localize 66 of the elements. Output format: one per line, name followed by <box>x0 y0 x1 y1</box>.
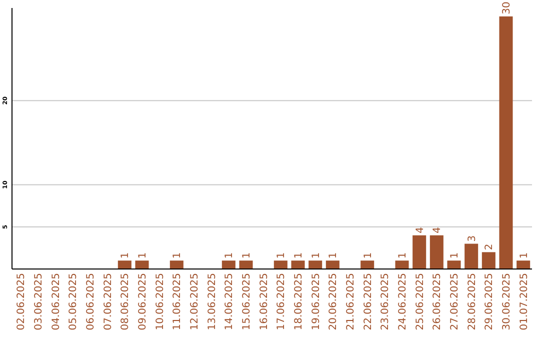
data-label: 1 <box>328 252 340 259</box>
data-label: 1 <box>224 252 236 259</box>
x-tick-label: 23.06.2025 <box>380 273 392 330</box>
bar <box>222 260 236 269</box>
x-tick-label: 29.06.2025 <box>484 273 496 330</box>
bar <box>308 260 322 269</box>
x-tick-label: 14.06.2025 <box>224 273 236 330</box>
data-label: 1 <box>362 252 374 259</box>
bar <box>239 260 253 269</box>
data-label: 1 <box>398 252 408 259</box>
bar <box>274 260 288 269</box>
data-label: 3 <box>466 235 478 242</box>
x-tick-label: 11.06.2025 <box>172 273 184 330</box>
x-tick-label: 05.06.2025 <box>68 273 80 330</box>
data-label: 1 <box>310 252 322 259</box>
x-tick-label: 02.06.2025 <box>16 273 28 330</box>
x-tick-label: 25.06.2025 <box>414 273 426 330</box>
x-tick-label: 07.06.2025 <box>102 273 114 330</box>
x-tick-label: 22.06.2025 <box>362 273 374 330</box>
x-tick-label: 28.06.2025 <box>466 273 478 330</box>
x-tick-label: 06.06.2025 <box>86 273 96 330</box>
x-tick-label: 16.06.2025 <box>258 273 270 330</box>
x-tick-label: 08.06.2025 <box>120 273 132 330</box>
bar <box>516 260 530 269</box>
data-label: 30 <box>502 2 512 14</box>
bar <box>135 260 149 269</box>
bar <box>118 260 132 269</box>
bar <box>499 16 513 269</box>
x-tick-label: 24.06.2025 <box>398 273 408 330</box>
bar <box>395 260 409 269</box>
x-tick-label: 03.06.2025 <box>34 273 44 330</box>
x-tick-label: 12.06.2025 <box>190 273 200 330</box>
x-tick-label: 18.06.2025 <box>294 273 304 330</box>
x-tick-label: 20.06.2025 <box>328 273 340 330</box>
x-tick-label: 10.06.2025 <box>154 273 166 330</box>
x-tick-label: 17.06.2025 <box>276 273 288 330</box>
bar <box>170 260 184 269</box>
x-tick-label: 27.06.2025 <box>450 273 460 330</box>
bar <box>360 260 374 269</box>
data-label: 4 <box>432 226 444 234</box>
x-tick-label: 15.06.2025 <box>242 273 252 330</box>
bar <box>430 235 444 269</box>
x-tick-label: 26.06.2025 <box>432 273 444 330</box>
x-tick-label: 04.06.2025 <box>50 273 62 330</box>
bar <box>291 260 305 269</box>
x-tick-label: 30.06.2025 <box>502 273 512 330</box>
bar <box>326 260 340 269</box>
data-label: 1 <box>450 252 460 259</box>
data-label: 1 <box>518 252 530 259</box>
bar <box>482 252 496 269</box>
data-label: 1 <box>172 252 184 259</box>
bar <box>447 260 461 269</box>
data-label: 1 <box>294 252 304 259</box>
data-label: 1 <box>242 252 252 259</box>
data-label: 1 <box>138 252 148 259</box>
data-label: 1 <box>120 252 132 259</box>
x-tick-label: 09.06.2025 <box>138 273 148 330</box>
data-label: 2 <box>484 244 496 250</box>
bar <box>464 244 478 269</box>
x-tick-label: 13.06.2025 <box>206 273 218 330</box>
x-tick-label: 21.06.2025 <box>346 273 356 330</box>
bar <box>412 235 426 269</box>
data-label: 4 <box>414 226 426 234</box>
x-tick-label: 19.06.2025 <box>310 273 322 330</box>
data-label: 1 <box>276 252 288 259</box>
x-tick-label: 01.07.2025 <box>518 273 530 330</box>
